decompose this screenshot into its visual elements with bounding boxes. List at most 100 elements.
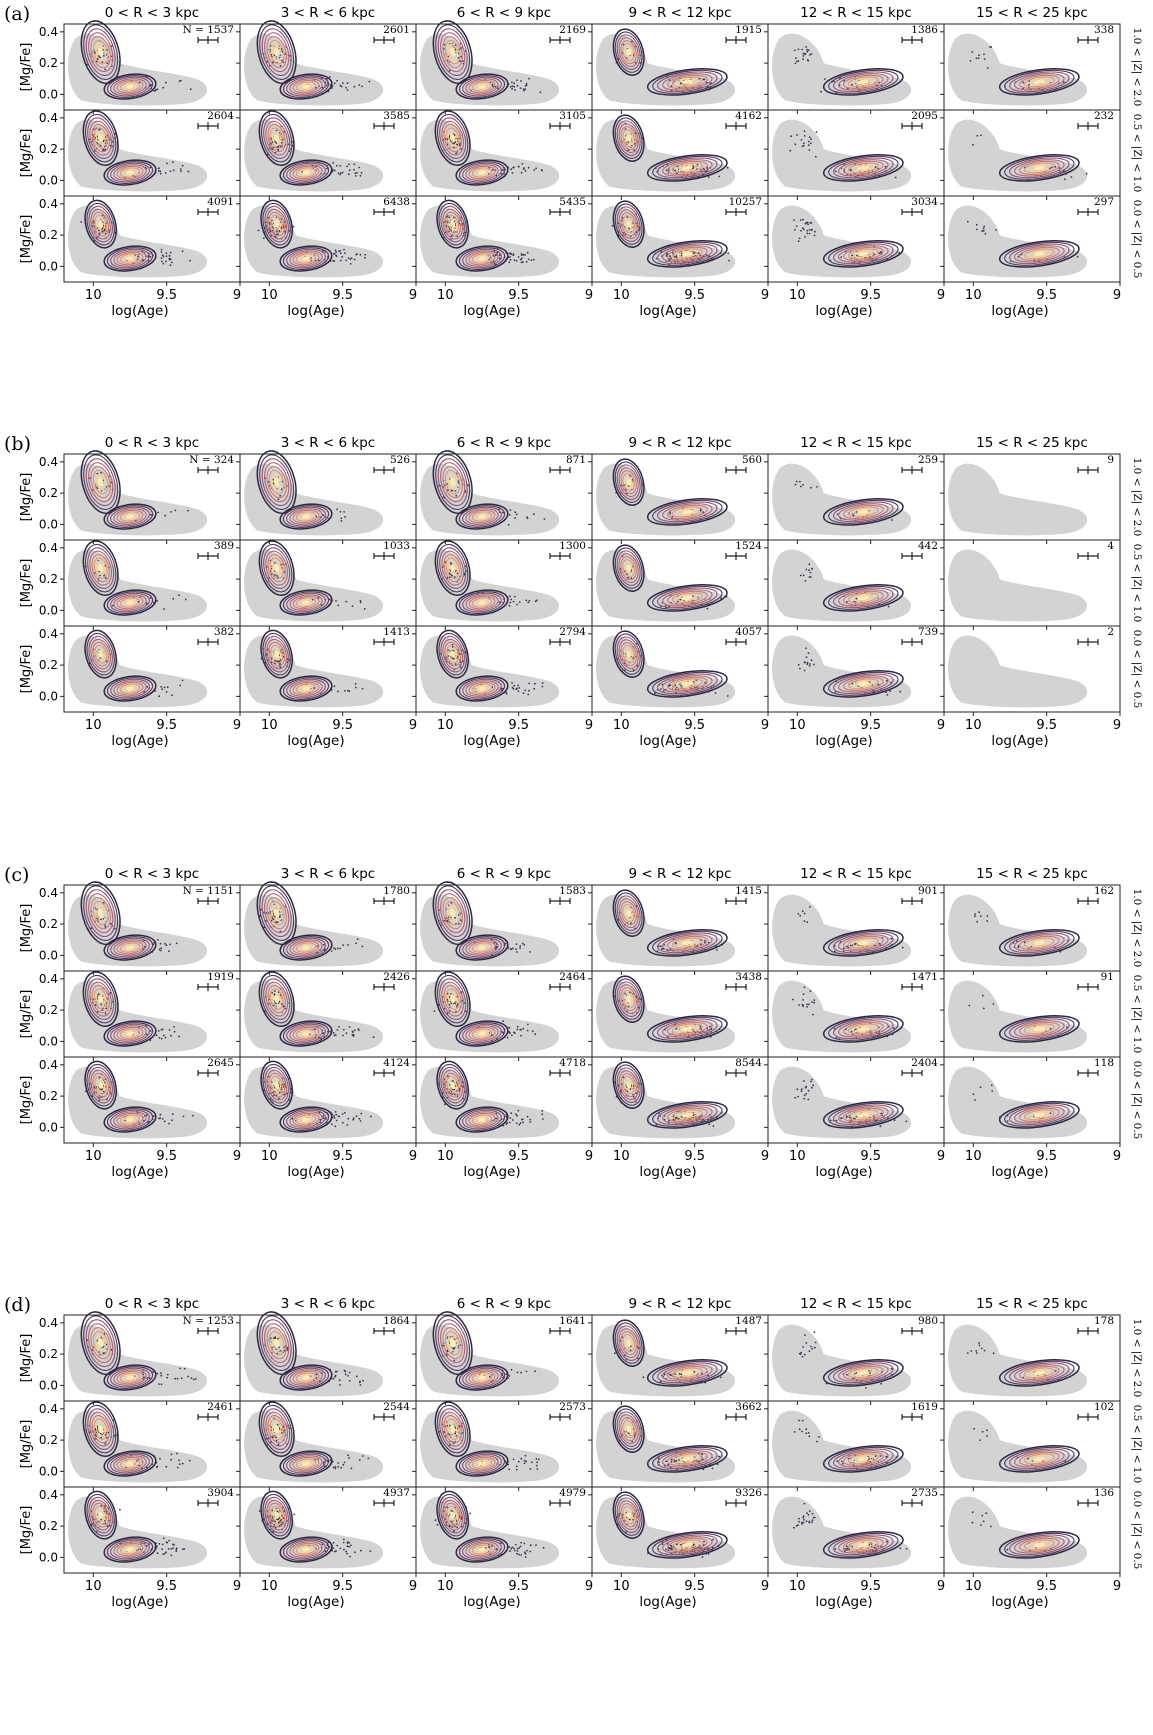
scatter-point (981, 994, 984, 997)
low-alpha-contour-level (1028, 164, 1050, 172)
scatter-point (165, 260, 167, 263)
scatter-point (976, 920, 979, 923)
scatter-point (276, 230, 278, 233)
scatter-point (334, 1370, 337, 1373)
scatter-point (157, 939, 159, 941)
scatter-point (520, 1034, 522, 1037)
scatter-point (519, 1122, 522, 1125)
y-tick-label: 0.0 (39, 689, 58, 703)
low-alpha-contour-level (652, 155, 723, 180)
low-alpha-contour-level (662, 73, 713, 91)
low-alpha-contour-level (455, 73, 509, 100)
scatter-point (310, 257, 313, 260)
scatter-point (810, 53, 813, 55)
low-alpha-contour-level (126, 1117, 134, 1122)
low-alpha-contour-level (671, 76, 703, 88)
scatter-point (517, 1109, 520, 1112)
y-tick-label: 0.0 (39, 1378, 58, 1392)
count-label: 1864 (383, 1315, 410, 1327)
x-tick-label: 9.5 (860, 288, 881, 303)
scatter-point (805, 1093, 808, 1095)
scatter-point (348, 163, 350, 166)
low-alpha-contour-level (1004, 69, 1075, 94)
scatter-point (173, 1026, 176, 1028)
scatter-point (348, 1371, 351, 1374)
x-tick-label: 9 (761, 718, 769, 733)
high-alpha-contour-level (92, 211, 110, 237)
scatter-point (509, 601, 512, 604)
low-alpha-contour-level (838, 73, 889, 91)
scatter-point (535, 167, 537, 170)
count-label: 2169 (559, 24, 586, 36)
scatter-point (679, 82, 682, 84)
high-alpha-contour-level (436, 113, 469, 163)
scatter-point (370, 1115, 372, 1118)
scatter-point (149, 597, 152, 599)
scatter-point (358, 166, 361, 169)
scatter-point (800, 1088, 803, 1091)
scatter-point (806, 1005, 808, 1008)
high-alpha-contour-level (626, 48, 632, 56)
scatter-point (824, 78, 826, 80)
scatter-point (803, 228, 805, 231)
scatter-point (541, 685, 544, 688)
scatter-point (516, 687, 519, 690)
y-tick-label: 0.4 (39, 197, 58, 211)
high-alpha-contour-level (445, 127, 460, 149)
scatter-point (983, 53, 985, 56)
scatter-point (455, 494, 458, 497)
scatter-point (491, 169, 494, 171)
low-alpha-contour-level (302, 170, 310, 175)
scatter-point (804, 1334, 806, 1336)
scatter-point (350, 257, 353, 259)
high-alpha-contour-level (87, 117, 115, 160)
high-alpha-contour-level (448, 217, 458, 231)
scatter-point (509, 595, 511, 598)
x-axis-label: log(Age) (111, 303, 168, 319)
x-tick-label: 9.5 (332, 718, 353, 733)
subplot: 2794 (412, 625, 593, 716)
high-alpha-contour-level (271, 130, 282, 146)
scatter-point (796, 134, 798, 136)
scatter-point (360, 172, 363, 174)
low-alpha-contour-level (657, 157, 718, 179)
count-label: 2404 (911, 1057, 938, 1069)
scatter-point (789, 149, 792, 152)
scatter-point (517, 165, 520, 168)
low-alpha-contour-level (122, 254, 138, 263)
x-axis-label: log(Age) (463, 733, 520, 749)
scatter-point (727, 252, 730, 255)
scatter-point (160, 257, 163, 259)
column-title: 0 < R < 3 kpc (105, 5, 199, 21)
scatter-point (806, 921, 809, 924)
scatter-point (522, 692, 525, 694)
subplot: 0.0 0.2 0.4 4091 (39, 195, 241, 286)
scatter-point (532, 513, 535, 516)
high-alpha-contour-level (449, 47, 456, 57)
low-alpha-contour-level (1033, 165, 1045, 171)
scatter-point (516, 1371, 519, 1374)
low-alpha-contour-level (455, 159, 509, 186)
scatter-point (986, 67, 989, 69)
scatter-point (174, 1377, 177, 1380)
scatter-point (347, 944, 349, 946)
scatter-point (887, 605, 890, 608)
x-tick-label: 9.5 (1036, 288, 1057, 303)
scatter-point (986, 920, 989, 922)
y-tick-label: 0.4 (39, 1058, 58, 1072)
low-alpha-contour-level (474, 82, 490, 91)
block-c: (c) 0 < R < 3 kpc 3 < R < 6 kpc 6 < R < 9 k… (4, 864, 1143, 1180)
scatter-point (353, 163, 356, 166)
scatter-point (794, 143, 797, 146)
scatter-point (518, 687, 521, 689)
scatter-point (273, 990, 276, 992)
scatter-point (796, 1088, 799, 1091)
scatter-point (833, 80, 835, 83)
low-alpha-contour-level (676, 78, 698, 86)
scatter-point (345, 259, 347, 262)
scatter-point (659, 688, 662, 690)
background-region (948, 119, 1088, 192)
scatter-point (510, 1368, 513, 1371)
x-axis-label: log(Age) (815, 1164, 872, 1180)
scatter-point (799, 574, 802, 577)
